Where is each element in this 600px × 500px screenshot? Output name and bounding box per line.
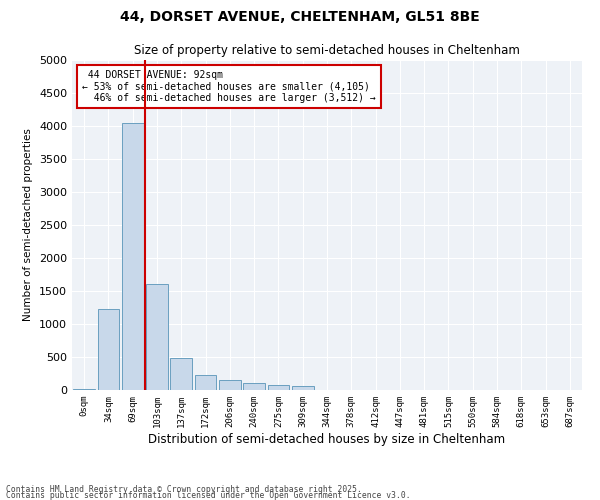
Bar	[194, 376, 217, 390]
Bar	[122, 122, 143, 390]
Bar	[268, 386, 289, 390]
Text: 44 DORSET AVENUE: 92sqm
← 53% of semi-detached houses are smaller (4,105)
  46% : 44 DORSET AVENUE: 92sqm ← 53% of semi-de…	[82, 70, 376, 103]
Bar	[170, 358, 192, 390]
Bar	[243, 384, 265, 390]
Bar	[146, 284, 168, 390]
Y-axis label: Number of semi-detached properties: Number of semi-detached properties	[23, 128, 34, 322]
Title: Size of property relative to semi-detached houses in Cheltenham: Size of property relative to semi-detach…	[134, 44, 520, 58]
X-axis label: Distribution of semi-detached houses by size in Cheltenham: Distribution of semi-detached houses by …	[148, 432, 506, 446]
Bar	[292, 386, 314, 390]
Text: 44, DORSET AVENUE, CHELTENHAM, GL51 8BE: 44, DORSET AVENUE, CHELTENHAM, GL51 8BE	[120, 10, 480, 24]
Text: Contains public sector information licensed under the Open Government Licence v3: Contains public sector information licen…	[6, 490, 410, 500]
Bar	[97, 309, 119, 390]
Text: Contains HM Land Registry data © Crown copyright and database right 2025.: Contains HM Land Registry data © Crown c…	[6, 484, 362, 494]
Bar	[219, 380, 241, 390]
